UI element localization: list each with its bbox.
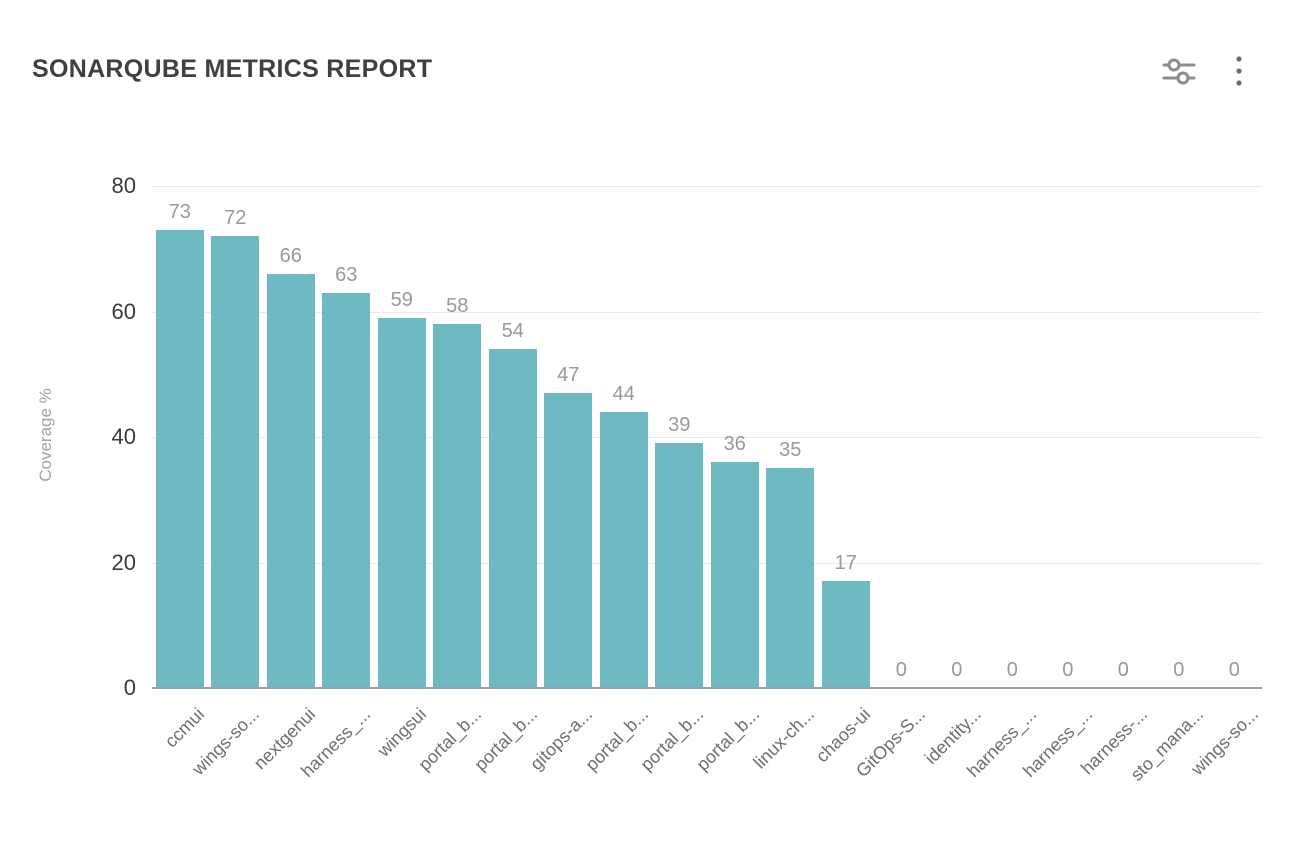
y-tick-label: 80 [111, 173, 136, 198]
bar-value-label: 0 [1117, 659, 1129, 681]
bar-value-label: 47 [557, 364, 580, 387]
y-axis-title: Coverage % [36, 388, 55, 482]
bar-value-label: 0 [1228, 659, 1240, 681]
bar[interactable] [766, 468, 815, 688]
bar-value-label: 35 [779, 439, 802, 462]
y-tick-label: 0 [123, 675, 136, 700]
bar-value-label: 0 [1062, 659, 1074, 681]
gridline [152, 562, 1262, 564]
bar-value-label: 17 [834, 552, 857, 575]
y-tick-label: 60 [111, 298, 136, 324]
bar[interactable] [211, 236, 260, 688]
kebab-menu-icon[interactable] [1232, 52, 1246, 90]
bar-value-label: 54 [501, 320, 524, 343]
bar-value-label: 73 [168, 200, 191, 223]
bar[interactable] [544, 393, 593, 688]
bar[interactable] [155, 229, 204, 688]
bar-value-label: 63 [335, 263, 358, 286]
bar[interactable] [377, 317, 426, 688]
bar-value-label: 0 [895, 659, 907, 681]
bar[interactable] [710, 462, 759, 688]
gridline [152, 311, 1262, 313]
bar[interactable] [488, 349, 537, 688]
bar-value-label: 58 [446, 295, 469, 318]
filter-sliders-icon[interactable] [1160, 53, 1198, 89]
bar[interactable] [433, 324, 482, 688]
bar[interactable] [655, 443, 704, 688]
y-tick-label: 40 [111, 424, 136, 449]
bar-value-label: 0 [951, 659, 963, 681]
bar-value-label: 72 [224, 207, 247, 230]
bar-value-label: 0 [1173, 659, 1185, 681]
y-tick-label: 20 [111, 549, 136, 575]
bar[interactable] [821, 581, 870, 688]
bar-value-label: 39 [668, 414, 691, 437]
bar[interactable] [322, 292, 371, 688]
bar[interactable] [599, 411, 648, 688]
bar-value-label: 66 [279, 244, 302, 267]
x-axis-label: ccmui [160, 704, 208, 752]
bar-value-label: 0 [1006, 659, 1018, 681]
chart-title: SONARQUBE METRICS REPORT [32, 55, 433, 83]
bar-value-label: 36 [723, 433, 746, 456]
gridline [152, 437, 1262, 438]
bar[interactable] [266, 273, 315, 688]
x-axis-line [152, 687, 1262, 689]
header-actions [1160, 52, 1246, 90]
bar-value-label: 59 [390, 288, 413, 311]
bar-value-label: 44 [612, 382, 635, 405]
gridline [152, 186, 1262, 187]
